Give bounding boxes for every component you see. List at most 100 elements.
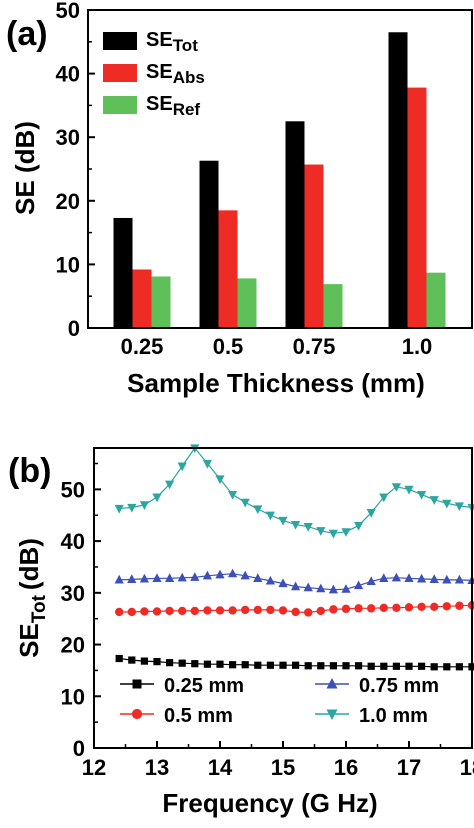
point-0_75-mm: [114, 574, 124, 584]
point-0_75-mm: [265, 575, 275, 585]
point-0_5-mm: [165, 606, 174, 616]
point-1_0-mm: [341, 528, 351, 537]
point-0_75-mm: [240, 570, 250, 580]
point-1_0-mm: [265, 511, 275, 521]
a-legend: SETot SEAbs SERef: [103, 29, 205, 119]
point-0_25-mm: [443, 663, 451, 671]
point-0_25-mm: [216, 660, 224, 668]
legend-marker-1_0-mm: [326, 709, 338, 720]
b-y-tick-label: 50: [61, 477, 85, 502]
point-1_0-mm: [215, 475, 225, 485]
point-0_25-mm: [266, 661, 274, 669]
point-1_0-mm: [278, 516, 288, 526]
b-x-tick-label: 14: [208, 755, 233, 780]
point-1_0-mm: [442, 499, 452, 509]
point-0_5-mm: [190, 606, 199, 616]
point-0_25-mm: [329, 662, 337, 670]
point-0_25-mm: [128, 656, 136, 664]
point-1_0-mm: [404, 485, 414, 495]
point-0_5-mm: [467, 601, 474, 610]
point-0_25-mm: [405, 662, 413, 670]
point-1_0-mm: [391, 483, 401, 492]
a-y-tick-label: 20: [56, 189, 80, 214]
point-0_5-mm: [392, 603, 401, 613]
point-0_5-mm: [379, 603, 388, 613]
point-1_0-mm: [379, 493, 389, 503]
legend-label-0_25-mm: 0.25 mm: [164, 675, 244, 697]
legend-marker-0_5-mm: [131, 708, 143, 720]
point-1_0-mm: [429, 496, 439, 505]
b-x-tick-label: 16: [334, 755, 358, 780]
point-0_75-mm: [417, 573, 427, 583]
point-0_25-mm: [178, 659, 186, 667]
point-0_25-mm: [254, 661, 262, 669]
point-1_0-mm: [114, 504, 124, 514]
point-0_75-mm: [366, 576, 376, 586]
point-0_75-mm: [177, 572, 187, 582]
a-y-axis-label: SE (dB): [10, 121, 40, 215]
point-0_25-mm: [229, 661, 237, 669]
point-0_25-mm: [342, 662, 350, 670]
point-0_5-mm: [442, 602, 451, 611]
a-y-tick-label: 0: [68, 316, 80, 341]
point-1_0-mm: [354, 521, 364, 531]
legend-label-1_0-mm: 1.0 mm: [359, 705, 428, 727]
legend-swatch-ref: [103, 96, 137, 114]
legend-label-tot: SETot: [146, 29, 198, 55]
a-y-tick-labels: 0 10 20 30 40 50: [56, 0, 80, 341]
a-plot-frame: [87, 9, 473, 329]
legend-label-0_75-mm: 0.75 mm: [359, 675, 439, 697]
point-0_75-mm: [127, 574, 137, 583]
point-0_5-mm: [266, 605, 275, 615]
bar-abs-0.25: [132, 269, 152, 328]
point-0_25-mm: [380, 662, 388, 670]
point-1_0-mm: [165, 480, 175, 490]
point-0_75-mm: [303, 582, 313, 592]
point-0_75-mm: [404, 573, 414, 582]
point-0_25-mm: [304, 662, 312, 670]
a-y-tick-label: 10: [56, 252, 80, 277]
bar-tot-1.0: [388, 32, 408, 328]
point-0_75-mm: [228, 568, 238, 578]
point-1_0-mm: [240, 498, 250, 508]
b-y-tick-label: 20: [61, 633, 85, 658]
legend-marker-0_75-mm: [326, 678, 338, 689]
point-0_5-mm: [417, 602, 426, 611]
point-0_75-mm: [429, 574, 439, 583]
point-0_75-mm: [139, 573, 149, 583]
point-0_75-mm: [190, 572, 200, 581]
point-0_5-mm: [455, 601, 464, 610]
point-0_75-mm: [442, 574, 452, 584]
b-y-tick-label: 0: [73, 736, 85, 761]
b-x-tick-label: 17: [397, 755, 421, 780]
b-y-tick-label: 40: [61, 529, 85, 554]
b-y-tick-label: 10: [61, 684, 85, 709]
point-0_25-mm: [279, 661, 287, 669]
bar-tot-0.25: [113, 217, 133, 328]
point-1_0-mm: [316, 527, 326, 536]
series-line-1_0-mm: [119, 447, 473, 534]
point-1_0-mm: [253, 505, 263, 515]
point-1_0-mm: [127, 503, 137, 513]
a-x-tick-label: 0.5: [213, 334, 244, 359]
b-x-tick-label: 18: [460, 755, 474, 780]
point-0_25-mm: [355, 662, 363, 670]
point-1_0-mm: [139, 501, 149, 510]
point-0_75-mm: [152, 573, 162, 582]
legend-swatch-abs: [103, 64, 137, 82]
a-x-tick-labels: 0.25 0.5 0.75 1.0: [121, 334, 433, 359]
b-y-tick-labels: 0 10 20 30 40 50: [61, 477, 85, 761]
point-0_5-mm: [354, 604, 363, 613]
point-0_25-mm: [292, 661, 300, 669]
point-0_25-mm: [241, 661, 249, 669]
legend-marker-0_25-mm: [132, 679, 142, 689]
point-0_25-mm: [115, 654, 123, 663]
point-1_0-mm: [417, 490, 427, 500]
point-0_75-mm: [354, 580, 364, 590]
bar-ref-0.5: [237, 278, 257, 328]
point-0_75-mm: [215, 569, 225, 579]
b-series: [114, 444, 474, 671]
point-0_75-mm: [165, 573, 175, 582]
a-x-tick-label: 0.75: [293, 334, 336, 359]
point-0_25-mm: [203, 660, 211, 668]
